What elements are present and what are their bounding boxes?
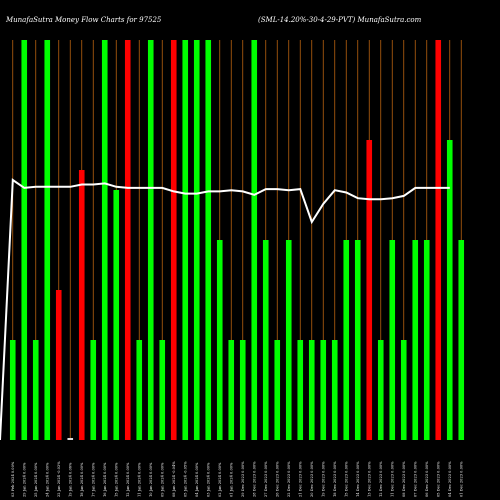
bar — [446, 140, 453, 440]
bars — [9, 40, 465, 440]
x-tick-label: 14 Dec 2023 0.00% — [356, 461, 360, 497]
x-tick-label: 29 Dec 2023 0.00% — [241, 461, 245, 497]
x-tick-label: 18 Jan 2024 0.00% — [80, 462, 84, 497]
bar — [32, 340, 39, 440]
x-tick-label: 13 Dec 2023 0.00% — [368, 461, 372, 497]
bar — [113, 190, 120, 440]
bar — [377, 340, 384, 440]
x-tick-label: 03 Jan 2024 0.00% — [207, 462, 211, 497]
bar — [423, 240, 430, 440]
bar — [9, 340, 16, 440]
chart-title-right: (SML-14.20%-30-4-29-PVT) MunafaSutra.com — [258, 16, 422, 24]
x-tick-label: 09 Jan 2024 0.00% — [161, 462, 165, 497]
x-tick-label: 05 Jan 2024 -0.05% — [184, 461, 188, 497]
bar — [320, 340, 327, 440]
bar — [55, 290, 62, 440]
line-series — [0, 178, 450, 441]
x-tick-label: 03 Feb 2024 0.00% — [11, 461, 15, 497]
bar — [274, 340, 281, 440]
x-tick-label: 25 Jan 2024 0.00% — [34, 462, 38, 497]
bar — [159, 340, 166, 440]
x-tick-label: 18 Dec 2023 0.00% — [333, 461, 337, 497]
bar — [205, 40, 212, 440]
x-tick-label: 22 Jan 2024 -0.02% — [57, 461, 61, 497]
bar — [170, 40, 177, 440]
bar — [136, 340, 143, 440]
x-tick-label: 08 Jan 2024 -0.04% — [172, 461, 176, 497]
x-tick-label: 04 Jan 2024 0.00% — [195, 462, 199, 497]
bar — [239, 340, 246, 440]
bar — [354, 240, 361, 440]
x-tick-label: 12 Dec 2023 0.00% — [379, 461, 383, 497]
x-tick-label: 08 Dec 2023 0.00% — [402, 461, 406, 497]
bar — [412, 240, 419, 440]
bar — [90, 340, 97, 440]
x-tick-label: 04 Dec 2023 0.00% — [448, 461, 452, 497]
bar — [400, 340, 407, 440]
x-tick-labels: 03 Feb 2024 0.00% 29 Jan 2024 0.00% 25 Jan… — [11, 461, 464, 497]
bar — [308, 340, 315, 440]
bar — [458, 240, 465, 440]
x-tick-label: 19 Dec 2023 0.00% — [322, 461, 326, 497]
money-flow-line — [0, 178, 450, 441]
x-tick-label: 20 Dec 2023 0.00% — [310, 461, 314, 497]
x-tick-label: 12 Jan 2024 0.00% — [126, 462, 130, 497]
bar — [331, 340, 338, 440]
x-tick-label: 15 Jan 2024 0.00% — [115, 462, 119, 497]
bar — [78, 170, 85, 440]
bar — [285, 240, 292, 440]
x-tick-label: 29 Jan 2024 0.00% — [23, 462, 27, 497]
bar — [216, 240, 223, 440]
x-tick-label: 27 Dec 2023 0.00% — [264, 461, 268, 497]
x-tick-label: 01 Jan 2024 0.00% — [230, 462, 234, 497]
bar — [228, 340, 235, 440]
x-tick-label: 28 Dec 2023 0.00% — [253, 461, 257, 497]
x-tick-label: 22 Dec 2023 0.00% — [287, 461, 291, 497]
bar — [435, 40, 442, 440]
bar — [67, 438, 74, 440]
bar — [297, 340, 304, 440]
bar — [147, 40, 154, 440]
bar — [193, 40, 200, 440]
bar — [44, 40, 51, 440]
bar — [389, 240, 396, 440]
x-tick-label: 19 Jan 2024 0.06% — [69, 462, 73, 497]
chart-title-left: MunafaSutra Money Flow Charts for 97525 — [5, 16, 162, 24]
x-tick-label: 06 Dec 2023 0.00% — [425, 461, 429, 497]
bar — [366, 140, 373, 440]
x-tick-label: 21 Dec 2023 0.00% — [299, 461, 303, 497]
x-tick-label: 17 Jan 2024 0.00% — [92, 462, 96, 497]
x-tick-label: 15 Dec 2023 0.00% — [345, 461, 349, 497]
bar — [343, 240, 350, 440]
x-tick-label: 07 Dec 2023 0.00% — [414, 461, 418, 497]
bar — [21, 40, 28, 440]
x-tick-label: 02 Jan 2024 0.00% — [218, 462, 222, 497]
x-tick-label: 11 Dec 2023 0.00% — [391, 461, 395, 497]
x-tick-label: 26 Dec 2023 0.00% — [276, 461, 280, 497]
x-tick-label: 24 Jan 2024 0.00% — [46, 462, 50, 497]
x-tick-label: 10 Jan 2024 0.00% — [149, 462, 153, 497]
bar — [251, 40, 258, 440]
bar — [262, 240, 269, 440]
x-tick-label: 01 Dec 2023 0.00% — [460, 461, 464, 497]
bar — [101, 40, 108, 440]
x-tick-label: 05 Dec 2023 0.00% — [437, 461, 441, 497]
x-tick-label: 11 Jan 2024 0.00% — [138, 462, 142, 497]
bar — [124, 40, 131, 440]
bar — [182, 40, 189, 440]
x-tick-label: 16 Jan 2024 0.00% — [103, 462, 107, 497]
